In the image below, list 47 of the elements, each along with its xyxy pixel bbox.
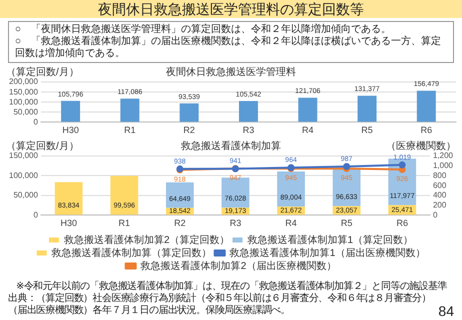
legend-label: 救急搬送看護体制加算2（算定回数） bbox=[62, 234, 230, 246]
legend-label: 救急搬送看護体制加算（算定回数） bbox=[50, 246, 212, 259]
x-tick-label: R4 bbox=[302, 125, 314, 136]
y-axis-title: （算定回数/月） bbox=[6, 66, 79, 78]
x-tick-label: R2 bbox=[183, 125, 195, 136]
y2-tick-label: 0 bbox=[432, 210, 438, 220]
text: ○ 「救急搬送看護体制加算」の届出医療機関数は、令和２年以降ほぼ横ばいである一方、算定回数は増加傾向である。 bbox=[15, 36, 442, 60]
y2-tick-label: 1,000 bbox=[432, 161, 454, 170]
x-tick-label: R2 bbox=[174, 218, 186, 228]
legend-label: 救急搬送看護体制加算2（届出医療機関数） bbox=[140, 260, 336, 272]
text: ※令和元年以前の「救急搬送看護体制加算」は、現在の「救急搬送看護体制加算２」と同等の施設基準 bbox=[15, 281, 448, 292]
x-tick-label: R3 bbox=[242, 125, 254, 136]
y2-tick-label: 1,200 bbox=[432, 151, 454, 160]
text: 夜間休日救急搬送医学管理料の算定回数等 bbox=[0, 0, 462, 18]
source-note: 出典：（算定回数）社会医療診療行為別統計（令和５年以前は６月審査分、令和６年は８月審査分） bbox=[8, 293, 432, 304]
legend-label: 救急搬送看護体制加算1（算定回数） bbox=[246, 234, 414, 246]
y-tick-label: 150,000 bbox=[8, 87, 38, 96]
text: （届出医療機関数）各年７月１日の届出状況。保険局医療課調べ。 bbox=[8, 305, 292, 317]
y2-tick-label: 600 bbox=[432, 180, 447, 190]
x-tick-label: R1 bbox=[124, 125, 136, 136]
y-tick-label: 100,000 bbox=[8, 97, 38, 106]
y2-tick-label: 400 bbox=[432, 190, 447, 200]
y2-tick-label: 200 bbox=[432, 200, 447, 210]
chart-title: 救急搬送看護体制加算 bbox=[180, 140, 281, 152]
legend-label: 救急搬送看護体制加算1（届出医療機関数） bbox=[228, 246, 426, 259]
x-tick-label: R5 bbox=[361, 125, 373, 136]
x-tick-label: R6 bbox=[396, 218, 408, 228]
x-tick-label: R3 bbox=[230, 218, 242, 228]
y-tick-label: 50,000 bbox=[13, 107, 38, 116]
y2-axis-title: （医療機関数） bbox=[386, 140, 456, 152]
x-tick-label: R5 bbox=[340, 218, 352, 228]
x-tick-label: R1 bbox=[118, 218, 130, 228]
x-tick-label: H30 bbox=[62, 125, 79, 136]
x-tick-label: R6 bbox=[420, 125, 432, 136]
text: ○ 「夜間休日救急搬送医学管理料」の算定回数は、令和２年以降増加傾向である。 bbox=[15, 24, 392, 36]
y-tick-label: 100,000 bbox=[8, 170, 38, 180]
text: 84 bbox=[438, 303, 454, 319]
y-tick-label: 0 bbox=[33, 117, 38, 126]
y-axis-title: （算定回数/月） bbox=[6, 140, 79, 152]
chart-title: 夜間休日救急搬送医学管理料 bbox=[166, 66, 296, 78]
y-tick-label: 50,000 bbox=[13, 190, 38, 200]
x-tick-label: R4 bbox=[285, 218, 297, 228]
y-tick-label: 0 bbox=[33, 210, 38, 220]
y-tick-label: 200,000 bbox=[8, 77, 38, 86]
x-tick-label: H30 bbox=[60, 218, 77, 228]
y-tick-label: 150,000 bbox=[8, 151, 38, 160]
y2-tick-label: 800 bbox=[432, 170, 447, 180]
